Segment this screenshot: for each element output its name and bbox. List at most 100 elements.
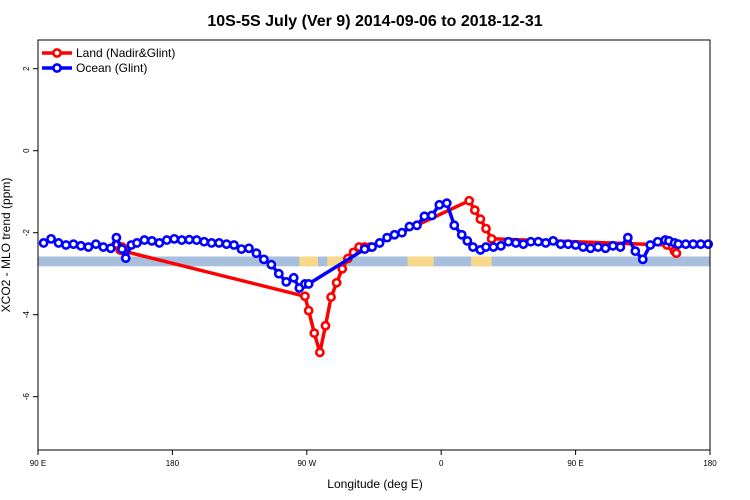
data-point (161, 235, 172, 245)
data-point (273, 268, 284, 279)
series-ocean-glint- (38, 198, 714, 293)
data-point (320, 320, 331, 331)
data-point (98, 242, 109, 252)
data-point (258, 254, 269, 265)
data-point (191, 235, 202, 245)
y-tick-label: 0 (22, 148, 31, 153)
data-point (652, 236, 663, 247)
data-point (593, 242, 603, 252)
land-segment (471, 256, 492, 267)
x-axis-label: Longitude (deg E) (327, 477, 422, 491)
data-point (578, 242, 588, 252)
data-point (76, 240, 86, 251)
data-point (637, 254, 648, 265)
data-point (630, 246, 641, 257)
data-point (615, 242, 626, 252)
data-point (46, 233, 56, 244)
x-axis: 90 E 180 90 W 0 90 E 180 (30, 450, 717, 468)
data-point (449, 220, 460, 231)
series-land-nadir-glint- (111, 195, 682, 358)
data-point (419, 211, 430, 222)
data-point (510, 238, 521, 248)
data-point (481, 242, 491, 252)
data-point (548, 235, 559, 246)
data-point (382, 232, 392, 243)
series-line (114, 198, 678, 355)
data-point (309, 328, 320, 339)
data-point (563, 239, 574, 250)
data-point (120, 253, 131, 264)
data-point (184, 234, 195, 245)
data-point (688, 239, 699, 250)
data-point (61, 240, 71, 250)
data-point (146, 235, 157, 246)
data-point (488, 242, 499, 252)
data-point (288, 272, 299, 283)
data-point (555, 239, 566, 250)
data-point (176, 235, 187, 245)
data-point (464, 195, 475, 206)
data-point (600, 243, 611, 254)
data-point (221, 239, 232, 250)
data-point (90, 239, 101, 250)
data-point (359, 244, 370, 254)
data-point (229, 240, 239, 250)
data-point (132, 238, 142, 248)
data-point (533, 236, 544, 247)
data-point (426, 210, 437, 221)
data-point (199, 236, 210, 247)
data-point (608, 240, 618, 251)
data-point (326, 292, 336, 302)
y-tick-label: -4 (22, 311, 31, 319)
plot-frame (37, 39, 711, 451)
data-point (462, 235, 473, 246)
data-point (481, 223, 491, 234)
x-tick-label: 180 (703, 459, 717, 468)
land-ocean-bar (38, 256, 710, 267)
data-point (303, 305, 314, 316)
data-point (331, 277, 342, 288)
land-segment (299, 256, 318, 267)
data-point (397, 227, 407, 238)
x-tick-label: 90 E (30, 459, 46, 468)
data-point (525, 236, 536, 247)
x-tick-label: 180 (166, 459, 180, 468)
data-point (404, 221, 415, 232)
data-point (314, 347, 325, 358)
data-point (38, 238, 49, 248)
data-point (266, 259, 277, 270)
ocean-strip (38, 256, 710, 267)
x-tick-label: 90 E (567, 459, 583, 468)
data-point (154, 238, 165, 248)
data-point (105, 243, 116, 254)
data-point (486, 233, 497, 244)
data-point (117, 244, 127, 254)
data-point (518, 239, 529, 250)
x-tick-label: 90 W (297, 459, 316, 468)
series-layer (38, 195, 714, 358)
y-axis: 2 0 -2 -4 -6 (22, 66, 38, 400)
chart-title: 10S-5S July (Ver 9) 2014-09-06 to 2018-1… (207, 13, 542, 30)
data-point (139, 235, 150, 245)
data-point (251, 248, 262, 259)
data-point (703, 239, 714, 250)
data-point (412, 220, 422, 231)
legend-marker (52, 48, 62, 58)
data-point (300, 291, 310, 302)
legend: Land (Nadir&Glint)Ocean (Glint) (42, 46, 175, 75)
data-point (645, 240, 656, 250)
data-point (540, 238, 551, 248)
data-point (622, 232, 633, 243)
data-point (475, 214, 486, 225)
data-point (570, 240, 581, 250)
data-point (374, 238, 385, 248)
data-point (434, 199, 445, 210)
legend-marker (52, 63, 62, 73)
data-point (169, 233, 180, 244)
y-axis-label: XCO2 - MLO trend (ppm) (0, 178, 13, 313)
data-point (83, 242, 94, 252)
data-point (206, 238, 217, 248)
data-point (214, 238, 224, 248)
data-point (469, 205, 480, 216)
